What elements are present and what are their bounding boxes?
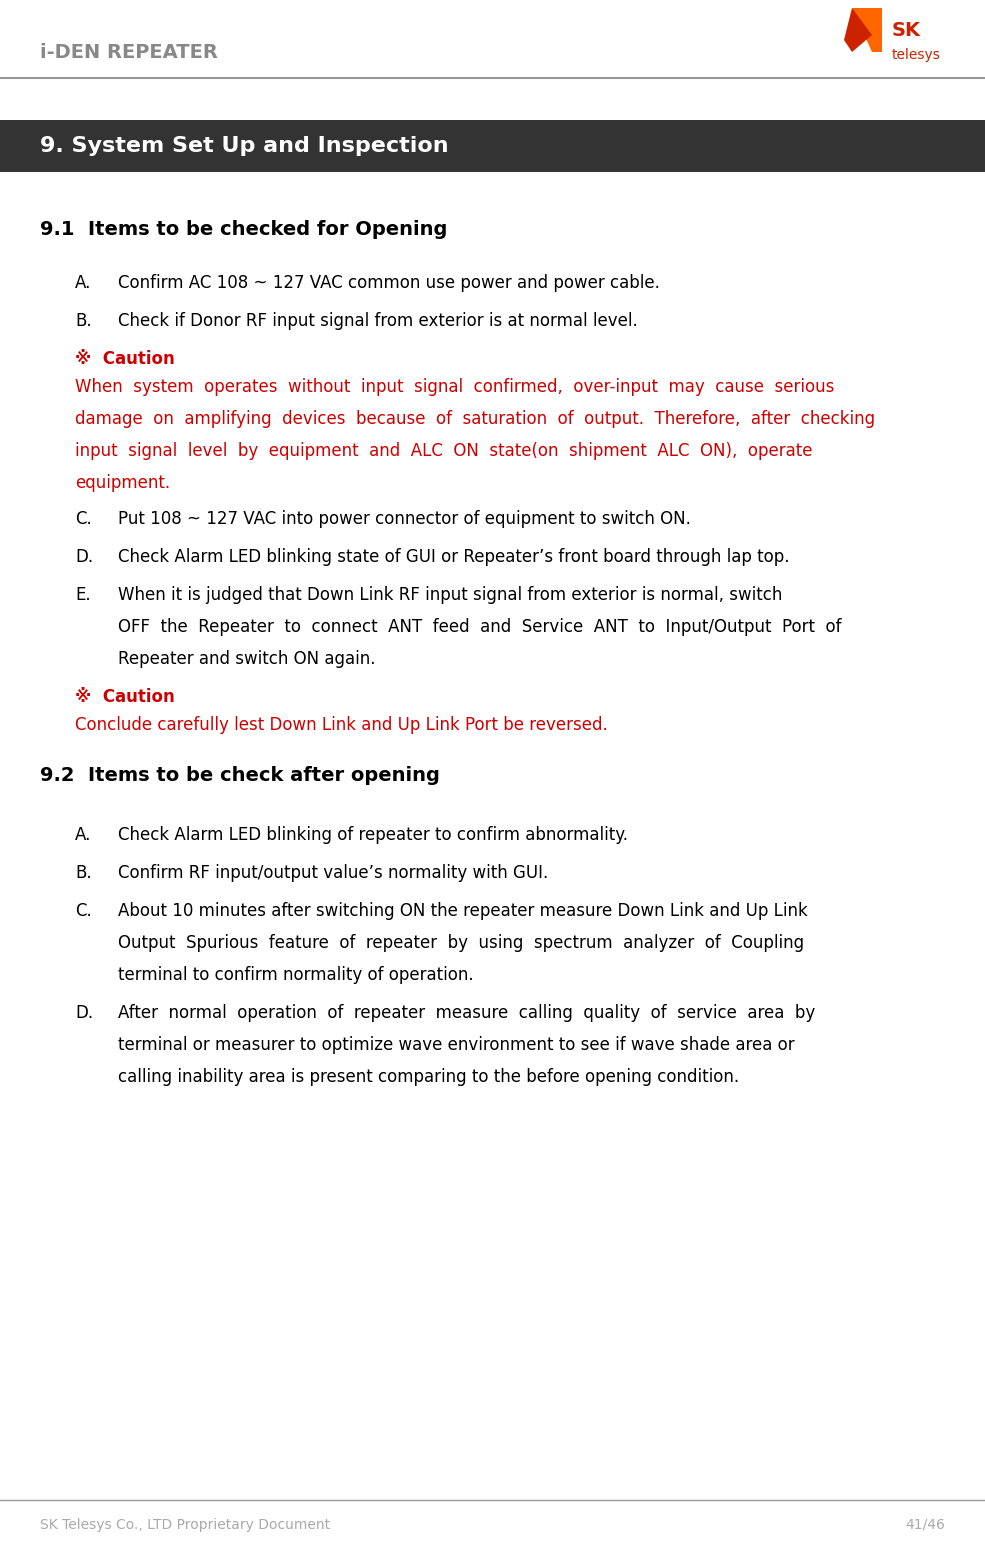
Text: i-DEN REPEATER: i-DEN REPEATER — [40, 42, 218, 62]
Text: After  normal  operation  of  repeater  measure  calling  quality  of  service  : After normal operation of repeater measu… — [118, 1003, 816, 1022]
Text: Confirm AC 108 ~ 127 VAC common use power and power cable.: Confirm AC 108 ~ 127 VAC common use powe… — [118, 274, 660, 292]
Polygon shape — [844, 8, 872, 53]
Text: Confirm RF input/output value’s normality with GUI.: Confirm RF input/output value’s normalit… — [118, 864, 549, 883]
Text: damage  on  amplifying  devices  because  of  saturation  of  output.  Therefore: damage on amplifying devices because of … — [75, 410, 875, 428]
Text: ※  Caution: ※ Caution — [75, 688, 174, 707]
Text: input  signal  level  by  equipment  and  ALC  ON  state(on  shipment  ALC  ON),: input signal level by equipment and ALC … — [75, 442, 813, 461]
Text: B.: B. — [75, 864, 92, 883]
Text: A.: A. — [75, 826, 92, 844]
Text: Put 108 ~ 127 VAC into power connector of equipment to switch ON.: Put 108 ~ 127 VAC into power connector o… — [118, 510, 690, 529]
Text: D.: D. — [75, 547, 94, 566]
Text: E.: E. — [75, 586, 91, 604]
Polygon shape — [852, 8, 882, 53]
Text: 9. System Set Up and Inspection: 9. System Set Up and Inspection — [40, 136, 448, 156]
Text: Check if Donor RF input signal from exterior is at normal level.: Check if Donor RF input signal from exte… — [118, 312, 637, 329]
Text: 41/46: 41/46 — [905, 1518, 945, 1532]
Text: SK: SK — [892, 20, 921, 40]
Text: When  system  operates  without  input  signal  confirmed,  over-input  may  cau: When system operates without input signa… — [75, 379, 834, 396]
Text: B.: B. — [75, 312, 92, 329]
Text: D.: D. — [75, 1003, 94, 1022]
Text: terminal to confirm normality of operation.: terminal to confirm normality of operati… — [118, 966, 474, 983]
Text: telesys: telesys — [892, 48, 941, 62]
Bar — [0, 121, 985, 172]
Text: Conclude carefully lest Down Link and Up Link Port be reversed.: Conclude carefully lest Down Link and Up… — [75, 716, 608, 734]
Text: SK Telesys Co., LTD Proprietary Document: SK Telesys Co., LTD Proprietary Document — [40, 1518, 330, 1532]
Text: C.: C. — [75, 510, 92, 529]
Text: When it is judged that Down Link RF input signal from exterior is normal, switch: When it is judged that Down Link RF inpu… — [118, 586, 782, 604]
Text: About 10 minutes after switching ON the repeater measure Down Link and Up Link: About 10 minutes after switching ON the … — [118, 901, 808, 920]
Text: Repeater and switch ON again.: Repeater and switch ON again. — [118, 649, 375, 668]
Text: Check Alarm LED blinking state of GUI or Repeater’s front board through lap top.: Check Alarm LED blinking state of GUI or… — [118, 547, 790, 566]
Text: C.: C. — [75, 901, 92, 920]
Text: A.: A. — [75, 274, 92, 292]
Text: Output  Spurious  feature  of  repeater  by  using  spectrum  analyzer  of  Coup: Output Spurious feature of repeater by u… — [118, 934, 804, 952]
Text: terminal or measurer to optimize wave environment to see if wave shade area or: terminal or measurer to optimize wave en… — [118, 1036, 795, 1054]
Text: calling inability area is present comparing to the before opening condition.: calling inability area is present compar… — [118, 1068, 739, 1085]
Text: ※  Caution: ※ Caution — [75, 349, 174, 368]
Text: Check Alarm LED blinking of repeater to confirm abnormality.: Check Alarm LED blinking of repeater to … — [118, 826, 628, 844]
Text: 9.2  Items to be check after opening: 9.2 Items to be check after opening — [40, 765, 440, 785]
Text: 9.1  Items to be checked for Opening: 9.1 Items to be checked for Opening — [40, 220, 447, 240]
Text: equipment.: equipment. — [75, 475, 170, 492]
Text: OFF  the  Repeater  to  connect  ANT  feed  and  Service  ANT  to  Input/Output : OFF the Repeater to connect ANT feed and… — [118, 618, 841, 635]
